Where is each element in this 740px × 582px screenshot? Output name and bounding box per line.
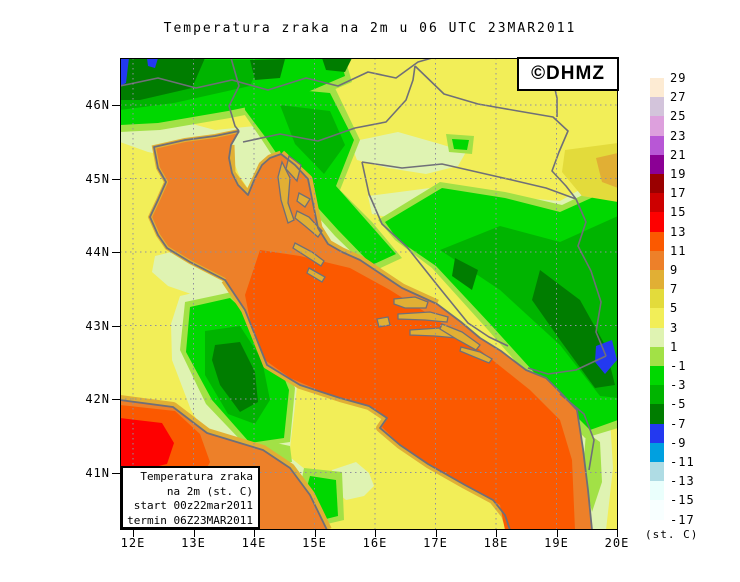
colorbar-block — [650, 193, 664, 213]
x-tick-label: 17E — [423, 536, 448, 550]
colorbar-tick-label: -7 — [670, 416, 687, 431]
colorbar-block — [650, 500, 664, 520]
gold-zones — [562, 143, 618, 202]
colorbar-tick-label: 7 — [670, 282, 679, 297]
cold-blue-patches — [120, 58, 617, 374]
colorbar-block — [650, 270, 664, 290]
colorbar-tick-label: 3 — [670, 320, 679, 335]
colorbar-block — [650, 385, 664, 405]
y-tick — [112, 325, 120, 327]
y-tick-label: 44N — [85, 245, 110, 259]
y-tick — [112, 399, 120, 400]
colorbar-block — [650, 97, 664, 117]
colorbar-block — [650, 462, 664, 482]
x-tick — [496, 530, 497, 537]
x-tick — [133, 530, 134, 537]
x-tick — [617, 530, 618, 537]
colorbar-block — [650, 442, 664, 462]
dhmz-watermark-text: ©DHMZ — [531, 63, 605, 84]
sea-warm-core — [245, 250, 575, 530]
x-tick-label: 20E — [604, 536, 630, 550]
colorbar-tick-label: -11 — [670, 455, 695, 469]
x-tick-label: 13E — [181, 536, 206, 550]
x-tick-label: 14E — [241, 536, 267, 550]
temperature-map — [120, 58, 618, 530]
colorbar-tick-label: -17 — [670, 512, 695, 527]
y-tick — [112, 178, 120, 180]
x-tick — [314, 530, 316, 537]
italian-adriatic-coast — [149, 130, 511, 530]
colorbar-tick-label: 17 — [670, 186, 687, 201]
colorbar-block — [650, 404, 664, 424]
legend-line: termin 06Z23MAR2011 — [127, 513, 253, 527]
borders — [120, 58, 607, 471]
colorbar-tick-label: 1 — [670, 339, 679, 354]
colorbar-block — [650, 481, 664, 501]
hot-red-spot — [120, 418, 174, 471]
y-tick-label: 45N — [85, 171, 110, 186]
east-adriatic-coast — [228, 130, 593, 530]
colorbar-tick-label: 27 — [670, 90, 687, 105]
colorbar-tick-label: -1 — [670, 359, 687, 373]
colorbar-block — [650, 250, 664, 270]
colorbar-block — [650, 154, 664, 174]
colorbar-unit-label: (st. C) — [645, 528, 699, 541]
y-tick — [112, 105, 120, 106]
colorbar-tick-label: -13 — [670, 474, 695, 489]
colorbar-block — [650, 78, 664, 98]
colorbar-tick-label: 15 — [670, 205, 687, 220]
colorbar-tick-label: 5 — [670, 301, 679, 316]
colorbar-block — [650, 116, 664, 136]
x-tick — [556, 530, 558, 537]
x-tick-label: 19E — [544, 536, 569, 550]
colorbar-tick-label: 19 — [670, 167, 687, 181]
colorbar-tick-label: -5 — [670, 397, 687, 412]
dhmz-watermark-box: ©DHMZ — [517, 57, 619, 91]
colorbar-block — [650, 289, 664, 309]
legend-line: Temperatura zraka — [140, 470, 253, 483]
lat-lon-grid — [120, 58, 618, 530]
colorbar-block — [650, 212, 664, 232]
colorbar-block — [650, 327, 664, 347]
colorbar-block — [650, 135, 664, 155]
colorbar-tick-label: 9 — [670, 263, 679, 277]
y-tick-label: 46N — [85, 98, 110, 112]
colorbar-tick-label: -9 — [670, 435, 687, 450]
colorbar-tick-label: -3 — [670, 378, 687, 393]
y-tick-label: 41N — [85, 465, 110, 480]
colorbar-tick-label: -15 — [670, 493, 695, 508]
legend-box: Temperatura zraka na 2m (st. C) start 00z2… — [121, 466, 260, 529]
colorbar-tick-label: 11 — [670, 243, 687, 258]
colorbar-tick-label: 29 — [670, 71, 687, 85]
colorbar-tick-label: 25 — [670, 109, 687, 124]
legend-line: na 2m (st. C) — [166, 484, 253, 498]
x-tick-label: 16E — [362, 536, 388, 550]
coastlines — [120, 130, 593, 530]
map-frame — [120, 58, 618, 530]
colorbar-tick-label: 21 — [670, 147, 687, 162]
y-tick-label: 42N — [85, 392, 110, 406]
colorbar-block — [650, 174, 664, 194]
tyrrhenian-coast — [120, 399, 328, 530]
x-tick-label: 12E — [120, 536, 146, 550]
plot-title: Temperatura zraka na 2m u 06 UTC 23MAR20… — [163, 21, 577, 36]
x-tick — [375, 530, 376, 537]
colorbar-block — [650, 308, 664, 328]
x-tick — [193, 530, 195, 537]
colorbar-block — [650, 346, 664, 366]
x-tick — [254, 530, 255, 537]
y-tick — [112, 472, 120, 474]
y-tick — [112, 252, 120, 253]
colorbar-block — [650, 423, 664, 443]
y-tick-label: 43N — [85, 318, 110, 333]
legend-line: start 00z22mar2011 — [133, 499, 253, 512]
colorbar-tick-label: 13 — [670, 224, 687, 239]
x-tick-label: 15E — [302, 536, 327, 550]
x-tick-label: 18E — [483, 536, 509, 550]
x-tick — [435, 530, 437, 537]
colorbar-block — [650, 231, 664, 251]
colorbar-tick-label: 23 — [670, 128, 687, 143]
colorbar-block — [650, 366, 664, 386]
